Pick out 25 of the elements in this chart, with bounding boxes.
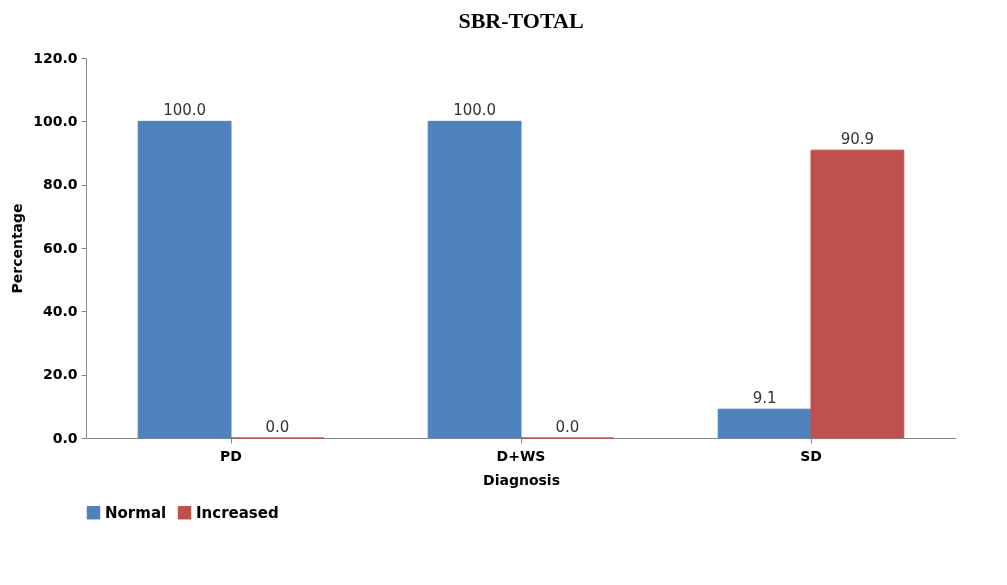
- data-label: 90.9: [840, 130, 875, 149]
- bar: [427, 120, 522, 439]
- data-label: 0.0: [555, 418, 580, 436]
- x-axis-title: Diagnosis: [483, 471, 560, 488]
- y-tick-label: 60.0: [42, 239, 78, 256]
- y-tick-label: 120.0: [33, 49, 78, 66]
- x-tick-label: D+WS: [496, 447, 546, 464]
- y-tick-label: 40.0: [42, 302, 78, 319]
- data-label: 100.0: [453, 101, 497, 120]
- x-tick-label: PD: [220, 447, 242, 464]
- y-tick-label: 80.0: [42, 176, 78, 193]
- legend-label: Normal: [105, 503, 167, 522]
- data-label: 0.0: [265, 418, 290, 436]
- x-tick-label: SD: [800, 447, 822, 464]
- y-tick-label: 0.0: [52, 429, 78, 446]
- y-axis-title: Percentage: [9, 203, 26, 294]
- bar: [137, 120, 232, 439]
- bar: [717, 408, 812, 439]
- chart-title: SBR-TOTAL: [458, 8, 584, 33]
- y-tick-label: 100.0: [33, 112, 78, 129]
- data-label: 100.0: [163, 101, 207, 120]
- y-tick-label: 20.0: [42, 366, 78, 383]
- data-label: 9.1: [752, 389, 777, 408]
- legend-label: Increased: [196, 503, 279, 522]
- bar: [810, 149, 905, 439]
